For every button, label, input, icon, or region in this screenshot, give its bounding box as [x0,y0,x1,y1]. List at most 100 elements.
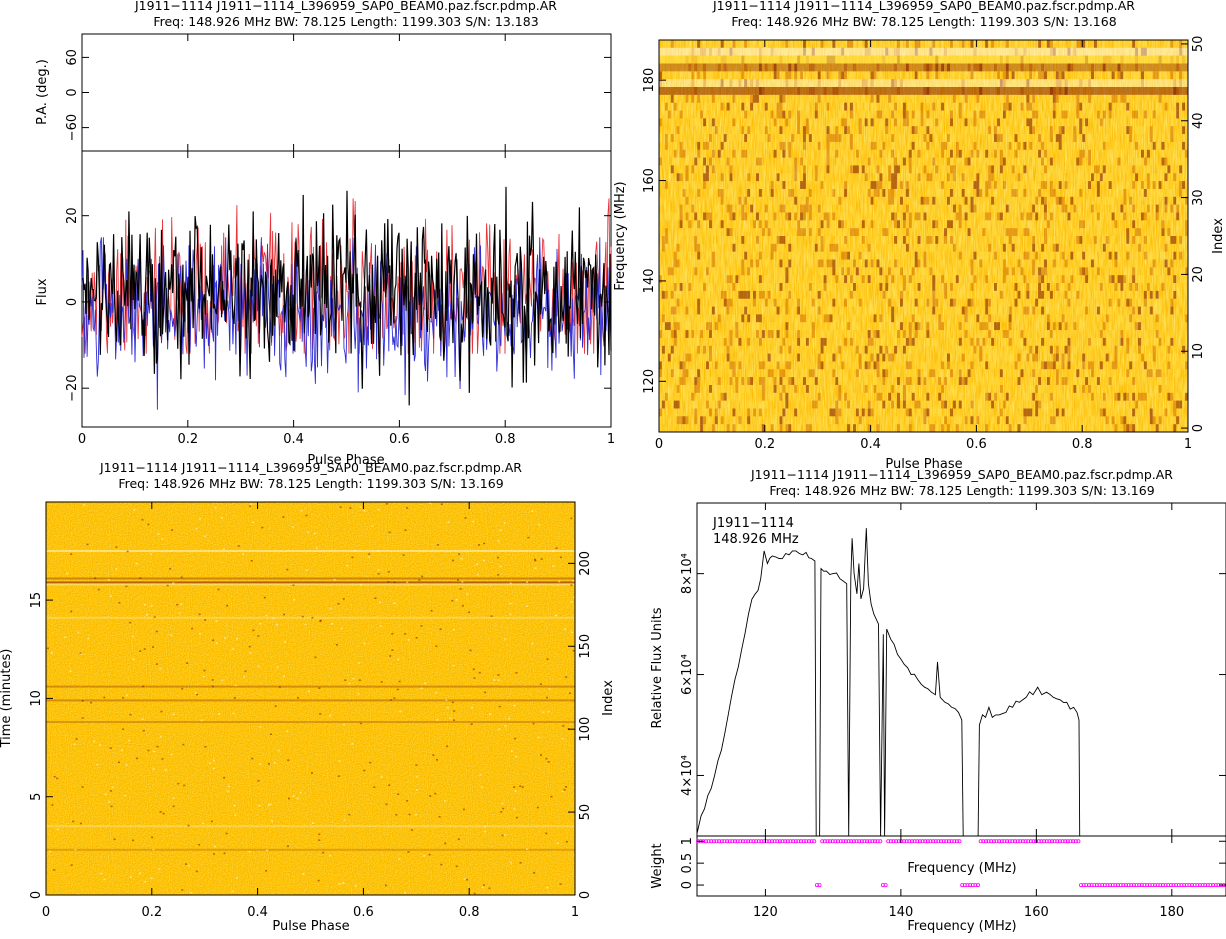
freq-phase-cell [1029,345,1033,354]
freq-phase-cell [709,63,712,72]
freq-phase-cell [756,165,759,174]
freq-phase-cell [785,173,789,182]
time-phase-speckle [185,863,187,865]
time-phase-speckle [141,518,144,521]
freq-phase-cell [873,377,877,385]
freq-phase-cell [1052,361,1056,370]
freq-phase-cell [1049,40,1053,48]
freq-phase-cell [867,424,871,433]
freq-phase-cell [1185,251,1189,260]
freq-phase-cell [1017,141,1021,150]
time-phase-speckle [233,804,236,807]
freq-phase-cell [770,290,774,299]
freq-phase-cell [908,165,912,174]
freq-phase-cell [888,353,892,362]
freq-phase-cell [691,400,695,409]
freq-phase-cell [729,212,733,221]
freq-phase-cell [1046,322,1050,331]
freq-phase-cell [1076,408,1080,417]
freq-phase-cell [1023,416,1027,425]
freq-phase-cell [1117,251,1121,260]
weight-marker [1036,839,1041,844]
freq-phase-cell [1058,196,1062,205]
freq-phase-cell [861,94,865,103]
freq-phase-cell [711,63,715,72]
freq-phase-cell [797,306,801,315]
freq-phase-cell [1041,212,1045,221]
freq-phase-cell [891,126,895,135]
freq-phase-cell [867,110,871,119]
freq-phase-cell [979,400,983,409]
weight-marker [1113,883,1118,888]
freq-phase-cell [1067,408,1071,417]
freq-phase-cell [1035,243,1039,252]
freq-phase-cell [1185,204,1189,213]
freq-phase-cell [747,385,751,393]
time-phase-speckle [250,503,253,506]
weight-marker [1126,883,1131,888]
time-phase-speckle [157,533,160,535]
freq-phase-cell [1088,181,1092,189]
freq-phase-cell [952,298,956,307]
freq-phase-cell [711,267,715,276]
freq-phase-cell [1052,275,1056,284]
time-phase-speckle [509,582,512,584]
freq-phase-cell [1152,181,1156,189]
freq-phase-cell [1176,110,1180,119]
freq-phase-cell [1038,149,1042,158]
freq-phase-cell [1014,149,1018,158]
time-phase-speckle [183,784,186,787]
freq-phase-cell [879,283,883,291]
freq-phase-cell [1035,204,1039,213]
weight-marker [986,839,991,844]
freq-phase-cell [664,330,668,338]
freq-phase-cell [706,361,709,370]
freq-phase-cell [791,314,795,323]
freq-phase-cell [773,149,777,158]
freq-phase-cell [682,220,686,229]
freq-phase-cell [1155,71,1159,80]
freq-phase-cell [773,345,777,354]
freq-phase-cell [1135,47,1139,56]
freq-phase-cell [1026,306,1030,315]
freq-phase-cell [1176,306,1180,315]
freq-phase-cell [923,416,927,425]
time-phase-speckle [86,543,89,546]
freq-phase-cell [791,259,795,268]
freq-phase-cell [908,345,912,354]
freq-phase-cell [873,181,877,189]
freq-phase-cell [685,353,689,362]
freq-phase-cell [803,165,806,174]
weight-marker [719,839,724,844]
freq-phase-cell [685,40,689,48]
freq-phase-cell [676,157,680,166]
freq-phase-cell [982,181,986,189]
freq-phase-cell [1026,385,1030,393]
freq-phase-cell [1044,259,1047,268]
time-phase-speckle [108,801,111,803]
freq-phase-cell [1143,392,1147,401]
freq-phase-cell [1041,337,1045,346]
freq-phase-cell [861,79,865,88]
freq-phase-cell [1055,251,1059,260]
freq-phase-cell [891,314,895,323]
freq-phase-cell [864,385,868,393]
freq-phase-cell [944,400,948,409]
freq-phase-cell [1185,361,1189,370]
time-phase-speckle [555,547,558,549]
weight-marker [1118,883,1123,888]
time-phase-speckle [439,628,442,630]
time-phase-speckle [222,548,225,550]
time-phase-speckle [410,829,413,831]
freq-phase-cell [1044,181,1047,189]
freq-phase-cell [664,102,668,111]
freq-phase-cell [867,134,871,142]
freq-phase-cell [1143,157,1147,166]
freq-phase-cell [1032,243,1036,252]
freq-phase-cell [709,79,712,88]
freq-phase-cell [1044,416,1047,425]
time-phase-speckle [129,621,132,624]
time-phase-streak [46,848,575,851]
freq-phase-cell [664,322,668,331]
freq-phase-cell [794,71,798,80]
